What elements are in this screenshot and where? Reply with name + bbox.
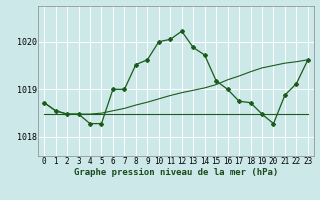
X-axis label: Graphe pression niveau de la mer (hPa): Graphe pression niveau de la mer (hPa) xyxy=(74,168,278,177)
